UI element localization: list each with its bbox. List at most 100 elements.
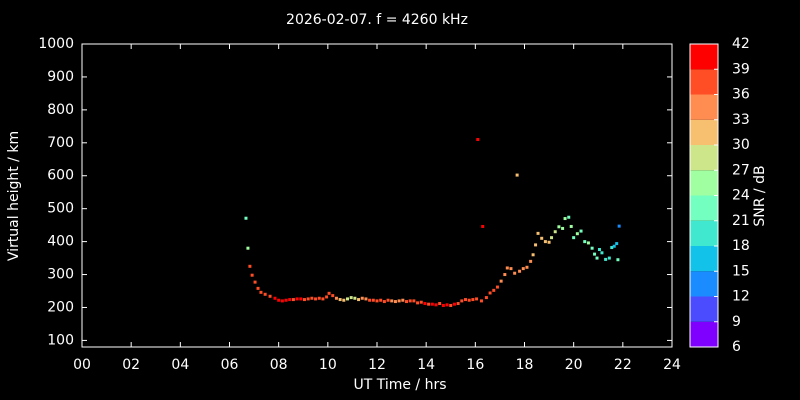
- point: [371, 298, 375, 302]
- point: [314, 297, 318, 301]
- colorbar-tick-label: 6: [732, 339, 741, 355]
- point: [253, 280, 257, 284]
- colorbar-tick-label: 42: [732, 36, 750, 52]
- point: [321, 297, 325, 301]
- point: [617, 224, 621, 228]
- x-tick-label: 18: [516, 357, 534, 373]
- x-tick-label: 14: [417, 357, 435, 373]
- point: [525, 265, 529, 269]
- point: [492, 288, 496, 292]
- point: [499, 279, 503, 283]
- colorbar-tick-label: 36: [732, 87, 750, 103]
- y-tick-label: 500: [47, 201, 74, 217]
- point: [408, 299, 412, 303]
- point: [495, 285, 499, 289]
- chart-title: 2026-02-07. f = 4260 kHz: [286, 12, 468, 28]
- colorbar-tick-label: 15: [732, 263, 750, 279]
- colorbar-tick-label: 30: [732, 137, 750, 153]
- point: [505, 266, 509, 270]
- y-tick-label: 600: [47, 168, 74, 184]
- colorbar-segment: [690, 195, 718, 221]
- point: [405, 300, 408, 304]
- point: [277, 298, 281, 302]
- point: [563, 217, 567, 221]
- x-tick-label: 08: [270, 357, 288, 373]
- y-tick-label: 900: [47, 69, 74, 85]
- colorbar-segment: [690, 119, 718, 145]
- point: [550, 236, 554, 240]
- point: [503, 273, 507, 277]
- point: [357, 298, 361, 302]
- point: [334, 296, 338, 300]
- colorbar-tick-label: 33: [732, 112, 750, 128]
- y-tick-label: 800: [47, 102, 74, 118]
- y-tick-label: 1000: [38, 36, 74, 52]
- point: [610, 246, 614, 250]
- point: [488, 291, 492, 295]
- point: [557, 225, 561, 229]
- point: [331, 294, 335, 298]
- point: [427, 302, 431, 306]
- point: [397, 299, 401, 303]
- point: [536, 231, 540, 235]
- point: [561, 226, 565, 230]
- colorbar-segment: [690, 220, 718, 246]
- colorbar-segment: [690, 296, 718, 322]
- point: [393, 300, 397, 304]
- point: [342, 298, 346, 302]
- y-tick-label: 200: [47, 299, 74, 315]
- x-tick-label: 22: [614, 357, 632, 373]
- point: [534, 243, 538, 247]
- point: [317, 296, 321, 300]
- x-tick-label: 24: [663, 357, 681, 373]
- point: [572, 236, 576, 240]
- point: [412, 299, 416, 303]
- point: [475, 297, 479, 301]
- x-tick-label: 06: [221, 357, 239, 373]
- point: [338, 298, 342, 302]
- point: [423, 302, 427, 306]
- point: [375, 299, 379, 303]
- point: [600, 251, 604, 255]
- colorbar-tick-label: 12: [732, 289, 750, 305]
- point: [302, 298, 306, 302]
- point: [540, 236, 544, 240]
- point: [273, 296, 277, 300]
- point: [575, 232, 579, 236]
- point: [299, 297, 303, 301]
- point: [569, 224, 573, 228]
- colorbar-tick-label: 18: [732, 238, 750, 254]
- colorbar-segment: [690, 69, 718, 95]
- point: [547, 240, 551, 244]
- point: [364, 297, 368, 301]
- point: [390, 299, 394, 303]
- x-tick-label: 04: [171, 357, 189, 373]
- colorbar-segment: [690, 44, 718, 70]
- point: [438, 302, 442, 306]
- point: [521, 267, 525, 271]
- point: [284, 298, 288, 302]
- x-tick-label: 12: [368, 357, 386, 373]
- point: [360, 296, 364, 300]
- point: [325, 295, 329, 299]
- point: [595, 256, 599, 260]
- point: [445, 303, 449, 307]
- x-tick-label: 16: [466, 357, 484, 373]
- point: [476, 138, 480, 142]
- point: [531, 253, 535, 257]
- point: [416, 301, 420, 305]
- point: [464, 298, 467, 302]
- point: [248, 264, 252, 268]
- colorbar-segment: [690, 321, 718, 347]
- y-tick-label: 400: [47, 234, 74, 250]
- x-tick-label: 10: [319, 357, 337, 373]
- point: [306, 297, 310, 301]
- colorbar-tick-label: 9: [732, 314, 741, 330]
- point: [401, 298, 405, 302]
- point: [593, 252, 597, 256]
- colorbar-tick-label: 39: [732, 61, 750, 77]
- point: [353, 296, 357, 300]
- point: [256, 286, 260, 290]
- colorbar-tick-label: 27: [732, 162, 750, 178]
- colorbar-segment: [690, 94, 718, 120]
